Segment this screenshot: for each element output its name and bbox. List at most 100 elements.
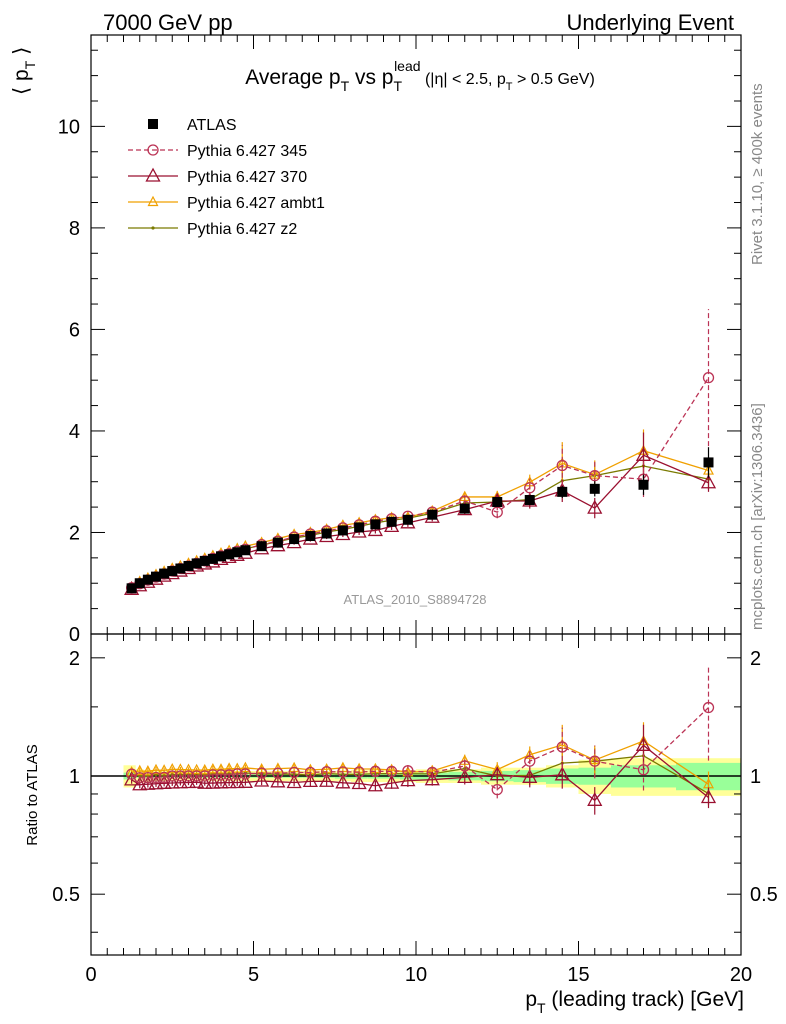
y-tick-label: 6 [69,319,80,341]
data-point [272,537,283,548]
ratio-point [351,775,367,790]
title-part-main: Average p [245,66,340,89]
ratio-point [174,770,187,782]
data-point [232,547,243,558]
ratio-point [524,748,536,759]
legend-marker [145,167,161,182]
data-point [638,479,649,490]
data-point [191,558,202,569]
ratio-point [286,774,302,789]
data-point [703,457,714,468]
y-tick-label: 0 [69,624,80,646]
x-tick-label: 5 [248,964,259,986]
ratio-point [156,774,172,789]
analysis-id-label: ATLAS_2010_S8894728 [344,592,487,607]
x-tick-label: 15 [567,964,589,986]
ratio-point [223,762,235,773]
data-point [427,509,438,520]
energy-label: 7000 GeV pp [103,10,233,35]
legend-label: Pythia 6.427 ambt1 [187,195,325,212]
ratio-point [138,774,142,778]
data-point [183,560,194,571]
legend-marker [151,226,155,230]
ratio-point [142,771,154,784]
x-axis-label: pT (leading track) [GeV] [525,988,744,1016]
series-line [131,465,709,589]
data-point [126,583,137,594]
ratio-point [556,741,568,753]
ratio-point [491,784,503,796]
data-point [159,568,170,579]
data-point [134,578,145,589]
data-point [199,555,210,566]
ratio-point [213,774,229,789]
ratio-y-tick-label: 0.5 [52,884,80,906]
ratio-point [288,766,300,779]
ratio-point [197,774,213,789]
ratio-point [215,763,227,774]
ratio-point [182,770,195,782]
legend: ATLAS Pythia 6.427 345 Pythia 6.427 370 Pyt… [128,117,325,238]
data-point [491,506,503,518]
ratio-point [166,770,178,782]
ratio-point [215,769,227,781]
data-point [589,469,601,482]
ratio-point [385,765,398,778]
ratio-point [700,789,717,804]
legend-marker [148,119,158,129]
ratio-y-tick-label-right: 2 [750,648,761,670]
ratio-point [367,777,383,792]
data-point [256,541,267,552]
main-plot-title: Average pT vs pTlead (|η| < 2.5, pT > 0.… [245,58,595,94]
x-tick-label: 10 [405,964,427,986]
ratio-point [353,766,365,778]
mcplots-label: mcplots.cern.ch [arXiv:1306.3436] [749,403,766,630]
ratio-point [302,773,318,788]
ratio-point [524,755,536,767]
ratio-point [254,772,270,787]
y-tick-label: 4 [69,421,80,443]
data-point [386,516,397,527]
ratio-y-tick-label: 1 [69,766,80,788]
ratio-point [400,772,416,787]
ratio-point [239,761,251,773]
legend-label: Pythia 6.427 345 [187,143,307,160]
ratio-panel: 0 5 10 15 20 0.5 0.5 1 1 2 2 [52,633,778,986]
ratio-point [166,762,178,774]
data-point [556,459,568,472]
x-tick-label: 0 [85,964,96,986]
ratio-point [320,766,333,778]
ratio-point [158,771,170,784]
category-label: Underlying Event [566,10,734,35]
x-tick-label: 20 [730,964,752,986]
ratio-point [180,774,197,789]
ratio-point [637,764,650,776]
ratio-point [237,773,253,788]
legend-label: Pythia 6.427 z2 [187,221,297,238]
data-point [207,553,218,564]
data-point [354,522,365,533]
title-part-sub2: T [394,78,403,94]
ratio-point [384,774,400,789]
ratio-point [239,768,252,780]
xlabel-rest: (leading track) [GeV] [546,988,744,1011]
legend-label: ATLAS [187,117,237,134]
title-part-sub1: T [341,78,350,94]
ratio-point [190,770,203,782]
title-part-vs: vs p [349,66,393,89]
data-point [402,514,413,525]
ratio-point [272,767,284,779]
ratio-point [337,766,349,778]
ratio-point [424,771,440,786]
ratio-point [191,763,203,775]
ratio-point [522,768,538,783]
legend-label: Pythia 6.427 370 [187,169,307,186]
data-point [305,531,316,542]
ylabel-left: ⟨ p [10,69,33,95]
ratio-point [205,774,221,789]
ratio-y-tick-label-right: 0.5 [750,884,778,906]
ratio-point [142,765,154,776]
data-point [142,574,153,585]
data-point [337,525,348,536]
